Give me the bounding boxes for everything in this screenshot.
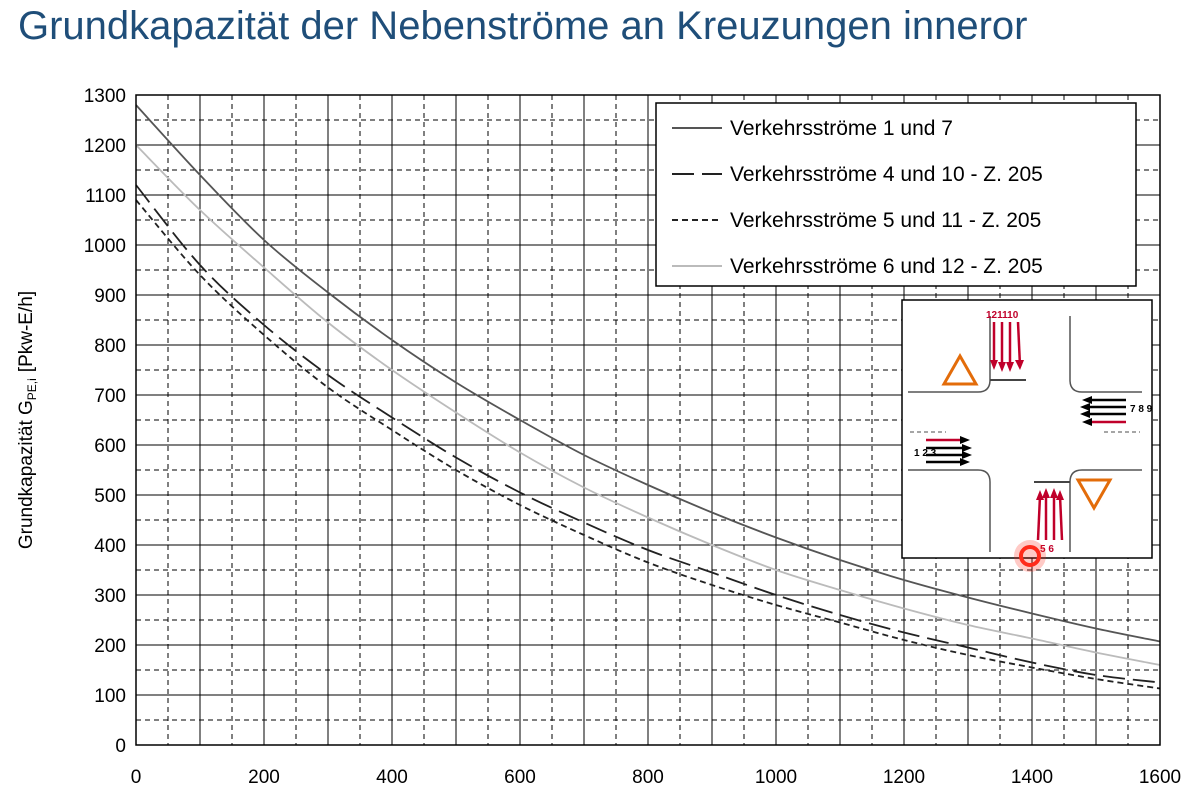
y-tick-label: 1200 — [84, 136, 126, 157]
yield-sign-icon — [1075, 478, 1113, 512]
x-tick-label: 0 — [131, 767, 142, 788]
x-tick-label: 1200 — [883, 767, 925, 788]
y-axis-label-main: Grundkapazität G — [16, 400, 37, 549]
y-tick-label: 500 — [94, 486, 126, 507]
y-tick-label: 1300 — [84, 86, 126, 107]
x-tick-label: 1400 — [1011, 767, 1053, 788]
y-axis-label-unit: [Pkw-E/h] — [16, 291, 37, 372]
arrows-streams-7-9 — [1080, 396, 1126, 426]
y-tick-label: 1100 — [85, 186, 126, 207]
marker-glow — [1014, 540, 1046, 572]
legend-items: Verkehrsströme 1 und 7 Verkehrsströme 4 u… — [672, 117, 1043, 278]
series-line-3 — [135, 199, 1161, 690]
y-tick-label: 100 — [94, 686, 126, 707]
page-title: Grundkapazität der Nebenströme an Kreuzu… — [18, 4, 1028, 48]
y-tick-label: 700 — [94, 386, 126, 407]
arrows-streams-1-3 — [926, 436, 972, 466]
y-tick-label: 300 — [94, 586, 126, 607]
inset-label-right: 7 8 9 — [1130, 404, 1153, 415]
x-tick-label: 400 — [376, 767, 408, 788]
series-lines — [135, 104, 1161, 690]
y-tick-label: 0 — [115, 736, 126, 757]
inset-label-bottom: 5 6 — [1040, 544, 1054, 555]
x-tick-label: 800 — [632, 767, 664, 788]
inset-frame — [901, 299, 1153, 559]
road-corner-top-right — [1069, 316, 1142, 393]
y-axis-label-sub: PE,i — [25, 378, 39, 400]
x-tick-label: 1600 — [1139, 767, 1181, 788]
series-line-1 — [135, 104, 1161, 643]
cursor-marker-icon — [1019, 545, 1041, 567]
plot-frame — [135, 94, 1161, 746]
series-line-4 — [135, 144, 1161, 666]
y-tick-label: 600 — [94, 436, 126, 457]
y-tick-label: 400 — [94, 536, 126, 557]
y-tick-label: 1000 — [84, 236, 126, 257]
arrows-streams-10-12 — [990, 321, 1024, 372]
x-axis-ticks: 0 200 400 600 800 1000 1200 1400 1600 — [131, 767, 1181, 788]
legend-entry: Verkehrsströme 4 und 10 - Z. 205 — [730, 163, 1043, 186]
inset-label-top: 121110 — [986, 310, 1019, 321]
y-tick-label: 200 — [94, 636, 126, 657]
y-axis-ticks: 0 100 200 300 400 500 600 700 800 900 1000 1100 1200… — [84, 86, 126, 757]
legend: Verkehrsströme 1 und 7 Verkehrsströme 4 u… — [655, 102, 1137, 287]
legend-entry: Verkehrsströme 5 und 11 - Z. 205 — [730, 209, 1041, 232]
x-tick-label: 200 — [248, 767, 280, 788]
arrows-streams-4-6 — [1036, 488, 1064, 541]
series-line-2 — [135, 184, 1161, 684]
yield-sign-icon — [941, 352, 979, 386]
y-axis-label: Grundkapazität GPE,i [Pkw-E/h] — [16, 291, 39, 549]
x-tick-label: 600 — [504, 767, 536, 788]
x-tick-label: 1000 — [755, 767, 797, 788]
legend-box — [655, 102, 1137, 287]
y-tick-label: 900 — [94, 286, 126, 307]
legend-entry: Verkehrsströme 1 und 7 — [730, 117, 953, 140]
y-tick-label: 800 — [94, 336, 126, 357]
legend-entry: Verkehrsströme 6 und 12 - Z. 205 — [730, 255, 1043, 278]
road-corner-bottom-left — [908, 469, 991, 552]
inset-label-left: 1 2 3 — [914, 448, 937, 459]
intersection-inset: 121110 5 6 1 2 3 7 8 9 — [901, 299, 1153, 572]
